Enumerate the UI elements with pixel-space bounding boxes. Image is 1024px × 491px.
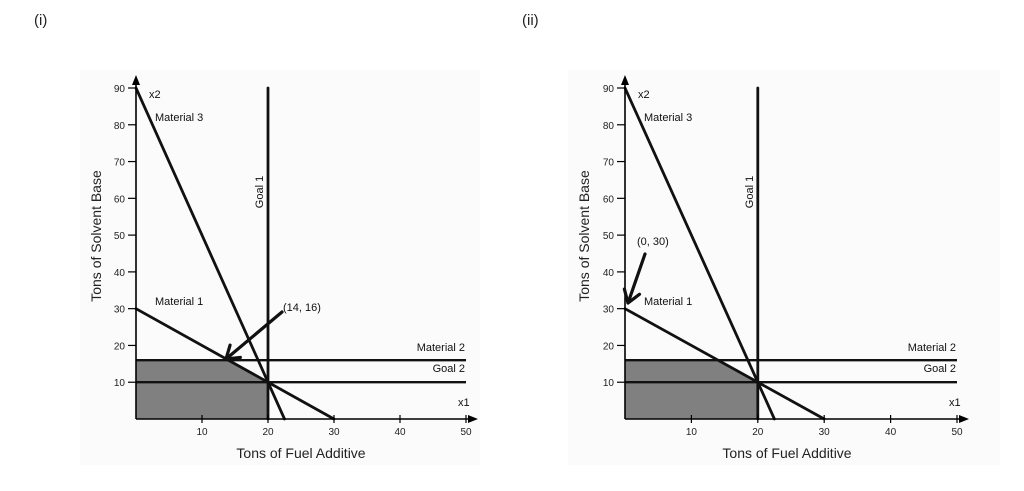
series-line-material-3 <box>134 86 286 421</box>
y-axis-name: x2 <box>149 89 161 101</box>
panel-label-ii: (ii) <box>522 12 539 29</box>
y-tick-label: 70 <box>603 158 615 169</box>
x-tick-label: 40 <box>394 427 406 438</box>
y-axis-title: Tons of Solvent Base <box>576 170 592 302</box>
y-tick-label: 60 <box>114 194 126 205</box>
series-label-goal-1: Goal 1 <box>254 176 266 208</box>
series-label-goal-1: Goal 1 <box>744 176 756 208</box>
x-axis-arrowhead <box>959 415 969 423</box>
feasible-region <box>136 360 268 419</box>
chart-panel-1: 10 20 30 40 50 10 20 30 40 50 60 70 80 90 x1 x2 Tons of … <box>80 70 480 465</box>
annotation-label: (14, 16) <box>283 302 321 314</box>
y-axis-title: Tons of Solvent Base <box>88 170 104 302</box>
y-tick-label: 80 <box>114 121 126 132</box>
x-tick-label: 50 <box>951 427 963 438</box>
x-tick-label: 20 <box>752 427 764 438</box>
y-axis-arrowhead <box>621 75 629 85</box>
y-tick-label: 30 <box>603 305 615 316</box>
y-tick-label: 30 <box>114 305 126 316</box>
x-axis-title: Tons of Fuel Additive <box>236 445 365 461</box>
series-line-material-3 <box>623 86 776 421</box>
x-tick-label: 30 <box>328 427 340 438</box>
panel-label-i: (i) <box>34 12 48 29</box>
y-tick-label: 90 <box>603 84 615 95</box>
x-axis-title: Tons of Fuel Additive <box>722 445 851 461</box>
annotation-label: (0, 30) <box>637 236 669 248</box>
feasible-region <box>625 360 758 419</box>
series-label-material-1: Material 1 <box>155 296 203 308</box>
y-tick-label: 80 <box>603 121 615 132</box>
x-tick-label: 10 <box>686 427 698 438</box>
y-tick-label: 10 <box>603 378 615 389</box>
series-label-material-2: Material 2 <box>417 342 465 354</box>
y-tick-label: 50 <box>114 231 126 242</box>
series-label-goal-2: Goal 2 <box>924 363 956 375</box>
annotation-arrow <box>224 310 284 361</box>
series-label-material-3: Material 3 <box>155 112 203 124</box>
x-tick-label: 10 <box>196 427 208 438</box>
series-label-material-2: Material 2 <box>908 342 956 354</box>
y-tick-label: 40 <box>603 268 615 279</box>
x-axis-name: x1 <box>458 397 470 409</box>
series-label-material-3: Material 3 <box>644 112 692 124</box>
x-tick-label: 20 <box>262 427 274 438</box>
y-tick-label: 10 <box>114 378 126 389</box>
x-tick-label: 50 <box>460 427 472 438</box>
y-tick-label: 20 <box>114 341 126 352</box>
x-axis-arrowhead <box>468 415 478 423</box>
y-axis-arrowhead <box>132 75 140 85</box>
y-axis-name: x2 <box>638 89 650 101</box>
series-label-goal-2: Goal 2 <box>433 363 465 375</box>
x-tick-label: 30 <box>819 427 831 438</box>
y-tick-label: 60 <box>603 194 615 205</box>
y-tick-label: 50 <box>603 231 615 242</box>
x-tick-label: 40 <box>885 427 897 438</box>
x-axis-name: x1 <box>949 397 961 409</box>
y-tick-label: 90 <box>114 84 126 95</box>
y-tick-label: 70 <box>114 158 126 169</box>
annotation-arrowhead <box>224 343 242 361</box>
chart-panel-2: 10 20 30 40 50 10 20 30 40 50 60 70 80 90 x1 x2 Tons of … <box>568 70 1000 465</box>
annotation-arrow <box>626 252 647 305</box>
annotation-arrowhead <box>622 287 642 305</box>
series-line-material-1 <box>134 307 336 421</box>
y-tick-label: 40 <box>114 268 126 279</box>
series-label-material-1: Material 1 <box>644 296 692 308</box>
y-tick-label: 20 <box>603 341 615 352</box>
series-line-material-1 <box>623 307 826 421</box>
